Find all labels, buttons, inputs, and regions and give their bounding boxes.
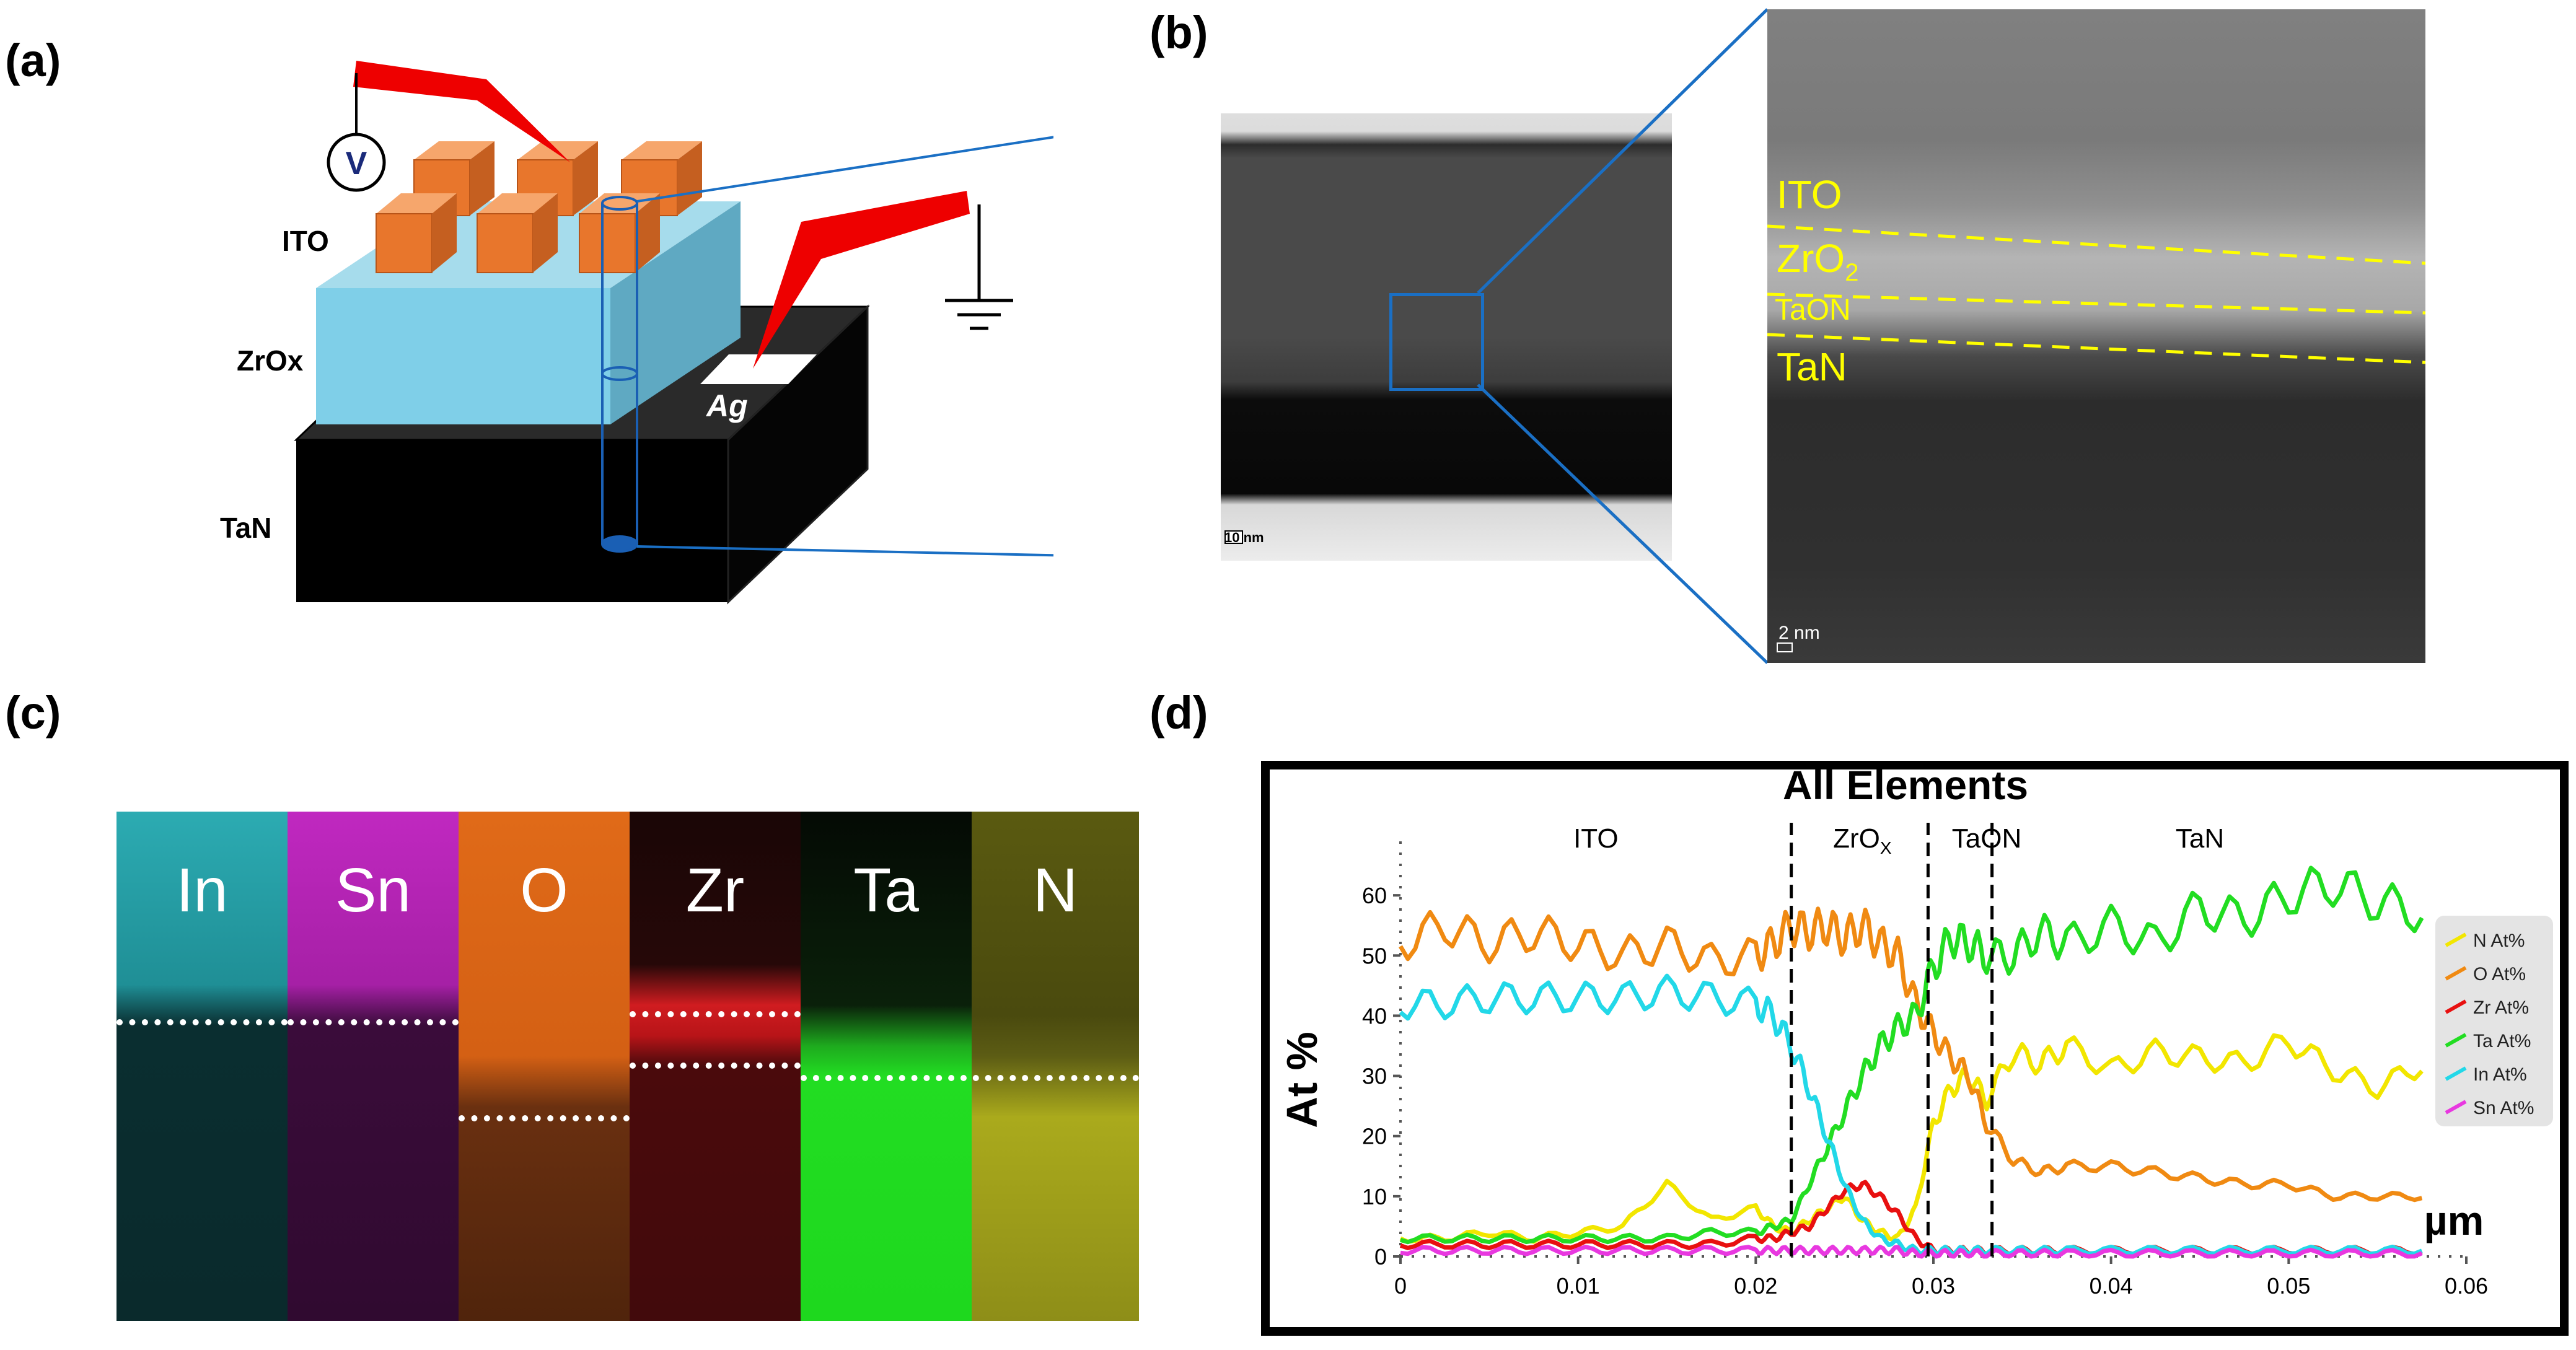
eds-line-profile-chart: All Elements At % µm 0 0.01 0.02 0.03 0.04 0.… [1278,762,2553,1299]
ito-pad-front-2 [477,193,558,273]
eds-map-n: N [972,812,1139,1321]
eds-map-zr: Zr [630,812,801,1321]
legend-swatch [2445,966,2467,981]
legend-swatch [2445,1066,2467,1081]
tem-label-tan: TaN [1777,344,1847,389]
eds-dotted-o [459,1115,630,1121]
legend-swatch [2445,999,2467,1014]
eds-map-strip: In Sn O Zr Ta N [116,812,1139,1321]
tem-high-mag-image: ITO ZrO2 TaON TaN 2 nm [1767,9,2425,663]
schematic-label-tan: TaN [220,512,272,544]
eds-label-sn: Sn [335,856,411,925]
tem-boundaries [1767,224,2425,364]
filament-cylinder [601,196,638,553]
ito-pad-front-1 [376,193,457,273]
device-schematic: Ag [220,61,1053,605]
x-tick-label: 0.02 [1734,1273,1777,1299]
eds-label-ta: Ta [853,856,919,925]
y-tick-label: 20 [1362,1124,1387,1149]
series-line-n [1399,1033,2424,1244]
legend-swatch [2445,1100,2467,1115]
chart-ylabel: At % [1278,1032,1326,1128]
zrox-block-front [316,288,610,424]
y-tick-label: 30 [1362,1064,1387,1089]
tem-label-taon: TaON [1775,294,1851,327]
tem-label-zro2-subscript: 2 [1845,258,1859,286]
x-tick-label: 0.01 [1557,1273,1600,1299]
voltmeter-label: V [346,146,367,182]
x-tick-label: 0.06 [2445,1273,2488,1299]
chart-frame [1261,761,2569,1336]
chart-title: All Elements [1783,762,2028,808]
y-tick-label: 60 [1362,883,1387,908]
x-tick-label: 0.05 [2267,1273,2310,1299]
eds-dotted-zr-bottom [630,1063,801,1069]
tem-low-scale-label: 10 nm [1224,530,1264,545]
legend-label: Sn At% [2473,1098,2534,1118]
chart-xlabel: µm [2424,1198,2484,1243]
eds-map-o: O [459,812,630,1321]
y-tick-label: 0 [1374,1244,1387,1269]
ag-label: Ag [705,388,748,423]
tem-zoom-box [1389,293,1484,391]
y-tick-label: 10 [1362,1184,1387,1209]
tem-label-ito: ITO [1777,172,1842,217]
eds-map-sn: Sn [288,812,459,1321]
tem-low-scale-bar [1224,530,1243,544]
tem-high-scale-bar [1777,642,1793,652]
eds-dotted-sn [288,1019,459,1025]
x-tick-label: 0 [1394,1273,1407,1299]
x-tick-label: 0.03 [1912,1273,1955,1299]
legend-swatch [2445,932,2467,947]
eds-dotted-in [116,1019,288,1025]
series-line-o [1398,906,2423,1203]
eds-label-zr: Zr [685,856,745,925]
panel-label-d: (d) [1150,687,1208,739]
ito-pad-front-3 [579,193,660,273]
region-label: TaN [2176,823,2224,854]
tem-low-mag-image: 10 nm [1221,113,1672,561]
panel-label-c: (c) [5,687,61,739]
zrox-block-side [610,201,741,424]
y-tick-label: 50 [1362,943,1387,968]
series-line-sn [1400,1245,2423,1259]
eds-map-ta: Ta [801,812,972,1321]
series-line-in [1399,973,2423,1256]
x-tick-label: 0.04 [2090,1273,2133,1299]
eds-label-o: O [520,856,568,925]
legend-label: Ta At% [2473,1031,2531,1051]
tem-label-zro2: ZrO2 [1777,235,1858,287]
voltmeter-icon [327,133,386,192]
schematic-label-ito: ITO [282,225,329,257]
legend-label: In At% [2473,1064,2527,1085]
ag-electrode [700,354,817,384]
tem-label-zro2-text: ZrO [1777,236,1845,281]
ground-icon [945,204,1013,330]
panel-label-b: (b) [1150,7,1208,58]
tan-block-front [296,440,728,602]
eds-label-in: In [176,856,228,925]
eds-map-in: In [116,812,288,1321]
eds-dotted-zr-top [630,1011,801,1017]
legend-label: N At% [2473,931,2525,951]
region-label: ITO [1573,823,1619,854]
tem-high-scale-label: 2 nm [1778,623,1820,643]
legend-label: Zr At% [2473,997,2529,1018]
region-label: TaON [1952,823,2021,854]
ito-pad-back-2 [517,141,598,216]
probe-top [353,61,570,162]
eds-dotted-ta-n [801,1075,1139,1081]
legend-swatch [2445,1033,2467,1048]
panel-label-a: (a) [5,35,61,86]
tem-zoom-lines [1477,8,1769,664]
legend-label: O At% [2473,964,2526,984]
series-line-ta [1400,866,2424,1245]
probe-ground [753,191,970,369]
y-tick-label: 40 [1362,1003,1387,1028]
schematic-label-zrox: ZrOx [237,344,304,377]
region-label: ZrOX [1833,823,1892,857]
eds-label-n: N [1032,856,1078,925]
